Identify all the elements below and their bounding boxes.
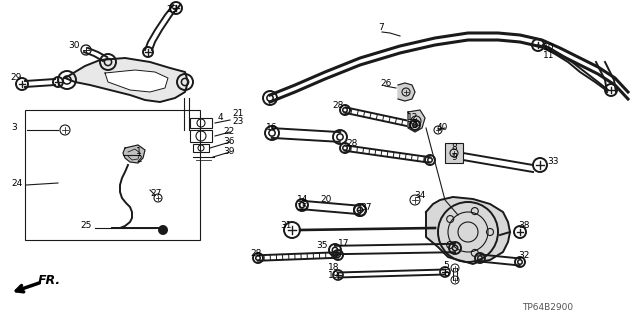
Text: 28: 28 [332,101,344,110]
Text: 1: 1 [136,147,141,157]
Text: 13: 13 [407,121,419,130]
Text: 39: 39 [223,147,234,157]
Polygon shape [105,70,168,92]
Text: 15: 15 [297,204,308,212]
Text: 31: 31 [280,221,291,231]
Text: 33: 33 [547,158,559,167]
Text: 27: 27 [150,189,161,198]
Text: 20: 20 [320,196,332,204]
Text: 29: 29 [166,5,178,14]
Text: FR.: FR. [38,275,61,287]
Text: 26: 26 [380,79,392,88]
Bar [190,118,212,128]
FancyBboxPatch shape [445,143,463,163]
Bar [193,144,209,152]
Text: 22: 22 [223,128,234,137]
Text: 21: 21 [232,109,243,118]
Text: 36: 36 [223,137,234,146]
Text: 29: 29 [10,73,21,83]
Polygon shape [408,110,425,132]
Bar [190,130,212,142]
Text: TP64B2900: TP64B2900 [522,303,573,313]
Text: 11: 11 [543,50,554,60]
Polygon shape [65,58,188,102]
Text: 37: 37 [360,204,371,212]
Text: 16: 16 [266,123,278,132]
Text: 34: 34 [414,190,426,199]
Text: 14: 14 [297,196,308,204]
Text: 5: 5 [443,262,449,271]
Text: 2: 2 [136,155,141,165]
Text: 12: 12 [407,113,419,122]
Polygon shape [426,197,510,264]
Text: 7: 7 [378,24,384,33]
Text: 4: 4 [218,114,223,122]
Text: 18: 18 [328,263,339,272]
Text: 8: 8 [451,143,457,152]
Text: 9: 9 [451,153,457,162]
Polygon shape [398,83,415,101]
Text: 19: 19 [328,271,339,280]
Text: 32: 32 [518,251,529,261]
Text: 38: 38 [518,221,529,231]
Bar [25,110,200,240]
Polygon shape [123,145,145,163]
Text: 23: 23 [232,117,243,127]
Text: 17: 17 [338,239,349,248]
Text: 3: 3 [11,123,17,132]
Text: 28: 28 [346,138,357,147]
Text: 28: 28 [250,249,261,257]
Text: 6: 6 [443,270,449,278]
Text: 35: 35 [316,241,328,250]
Text: 25: 25 [80,221,92,231]
Text: 30: 30 [68,41,79,50]
Circle shape [159,226,167,234]
Text: 40: 40 [437,122,449,131]
Text: 10: 10 [543,42,554,51]
Text: 24: 24 [11,179,22,188]
